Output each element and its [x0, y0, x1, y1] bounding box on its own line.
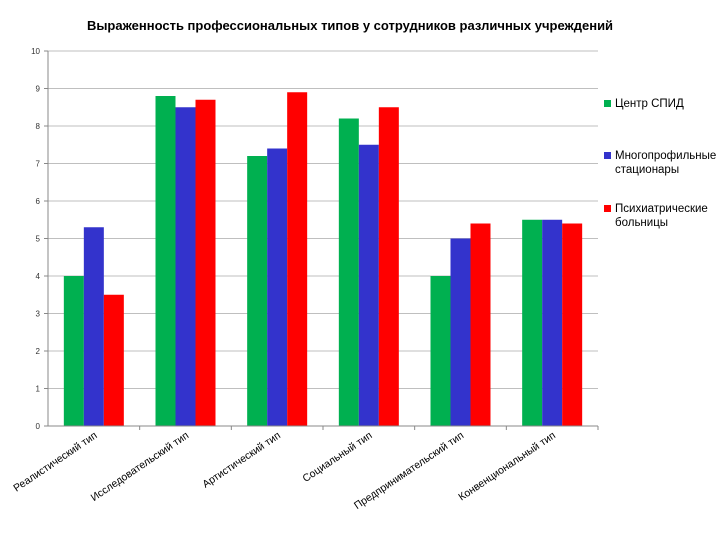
- x-category-label: Социальный тип: [300, 430, 374, 485]
- bar: [338, 118, 359, 426]
- bar: [470, 223, 491, 426]
- bar: [63, 276, 84, 426]
- bar: [358, 144, 379, 426]
- bar: [287, 92, 308, 426]
- bar: [450, 238, 471, 426]
- bar: [83, 227, 104, 426]
- legend-swatch: [604, 205, 611, 212]
- x-category-label: Реалистический тип: [11, 430, 99, 495]
- y-tick-label: 0: [36, 422, 41, 431]
- bars: [63, 92, 583, 426]
- bar: [267, 148, 288, 426]
- y-tick-label: 1: [36, 385, 41, 394]
- x-category-label: Артистический тип: [200, 430, 282, 491]
- legend-label-line: Центр СПИД: [615, 98, 684, 110]
- y-tick-label: 5: [36, 235, 41, 244]
- y-tick-label: 4: [36, 272, 41, 281]
- bar: [562, 223, 583, 426]
- y-tick-label: 6: [36, 197, 41, 206]
- y-tick-label: 7: [36, 160, 41, 169]
- y-tick-label: 8: [36, 122, 41, 131]
- legend-swatch: [604, 152, 611, 159]
- bar: [522, 219, 543, 426]
- legend-label: Психиатрические больницы: [615, 203, 708, 229]
- legend: Центр СПИД Многопрофильные стационары Психи…: [604, 98, 716, 229]
- bar: [175, 107, 196, 426]
- axes: [47, 51, 599, 430]
- x-category-label: Исследовательский тип: [89, 430, 191, 505]
- bar: [378, 107, 399, 426]
- legend-label-line: больницы: [615, 217, 668, 229]
- legend-label-line: Психиатрические: [615, 203, 708, 215]
- bar: [103, 294, 124, 426]
- bar: [195, 99, 216, 426]
- bar: [542, 219, 563, 426]
- y-tick-label: 9: [36, 85, 41, 94]
- y-tick-label: 10: [31, 47, 40, 56]
- bar: [155, 96, 176, 426]
- legend-label-line: стационары: [615, 164, 679, 176]
- x-category-label: Конвенциональный тип: [456, 430, 557, 504]
- gridlines: [44, 50, 598, 427]
- y-axis-ticks: 0 1 2 3 4 5 6 7 8 9 10: [31, 47, 40, 431]
- y-tick-label: 3: [36, 310, 41, 319]
- bar: [430, 276, 451, 426]
- legend-label-line: Многопрофильные: [615, 150, 716, 162]
- y-tick-label: 2: [36, 347, 41, 356]
- legend-label: Многопрофильные стационары: [615, 150, 716, 176]
- legend-label: Центр СПИД: [615, 98, 684, 110]
- bar: [247, 156, 268, 426]
- chart-title: Выраженность профессиональных типов у со…: [87, 18, 613, 33]
- legend-swatch: [604, 100, 611, 107]
